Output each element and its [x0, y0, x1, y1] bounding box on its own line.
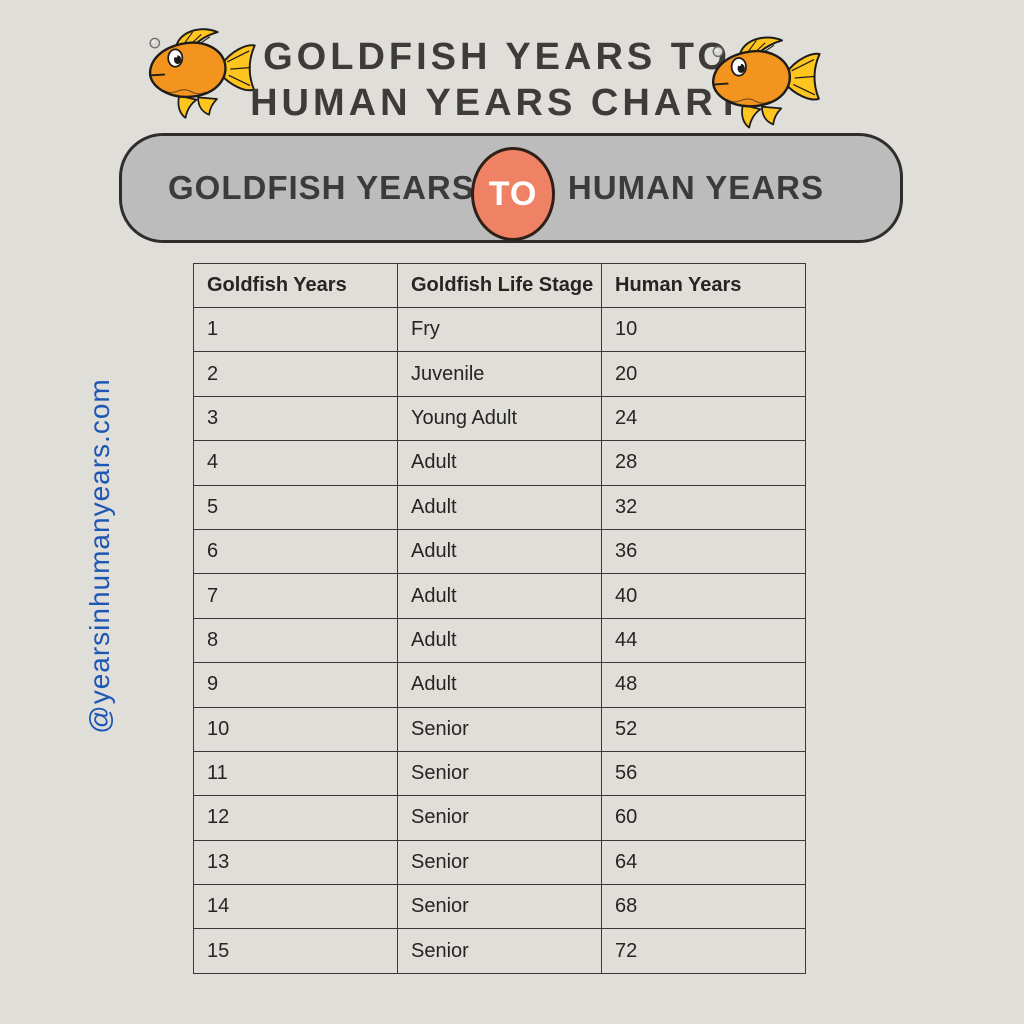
- table-row: 3 Young Adult 24: [193, 395, 806, 442]
- table-row: 4 Adult 28: [193, 440, 806, 486]
- table-cell: Adult: [397, 617, 602, 664]
- table-row: 14 Senior 68: [193, 884, 806, 930]
- to-badge: TO: [471, 147, 555, 241]
- table-cell: Adult: [397, 484, 602, 530]
- table-cell: 7: [193, 573, 398, 619]
- table-cell: 24: [601, 395, 806, 442]
- table-row: 9 Adult 48: [193, 662, 806, 708]
- table-cell: 12: [193, 795, 398, 841]
- table-cell: 60: [601, 795, 806, 841]
- table-cell: 5: [193, 484, 398, 530]
- table-cell: Fry: [397, 306, 602, 353]
- table-header: Goldfish Years Goldfish Life Stage Human Y…: [193, 263, 806, 308]
- table-cell: 72: [601, 928, 806, 974]
- table-header-row: Goldfish Years Goldfish Life Stage Human Y…: [193, 263, 806, 308]
- table-row: 6 Adult 36: [193, 528, 806, 575]
- banner-left-label: GOLDFISH YEARS: [168, 169, 475, 206]
- table-cell: 56: [601, 750, 806, 797]
- goldfish-icon: [711, 36, 821, 129]
- column-header: Goldfish Life Stage: [397, 263, 602, 308]
- table-cell: Adult: [397, 528, 602, 575]
- table-cell: 8: [193, 617, 398, 664]
- title-line-2: HUMAN YEARS CHART: [250, 82, 744, 124]
- table-cell: 3: [193, 395, 398, 442]
- table-cell: Senior: [397, 928, 602, 974]
- watermark-handle: @yearsinhumanyears.com: [84, 378, 115, 734]
- table-row: 10 Senior 52: [193, 706, 806, 752]
- table-cell: 10: [193, 706, 398, 752]
- table-row: 13 Senior 64: [193, 839, 806, 886]
- table-cell: 1: [193, 306, 398, 353]
- table-row: 5 Adult 32: [193, 484, 806, 530]
- table-cell: 15: [193, 928, 398, 974]
- conversion-table: Goldfish Years Goldfish Life Stage Human Y…: [193, 263, 806, 974]
- table-cell: Senior: [397, 839, 602, 886]
- table-cell: Adult: [397, 662, 602, 708]
- table-cell: 11: [193, 750, 398, 797]
- table-cell: 4: [193, 440, 398, 486]
- table-cell: 52: [601, 706, 806, 752]
- table-cell: Adult: [397, 440, 602, 486]
- table-cell: 28: [601, 440, 806, 486]
- table-cell: 40: [601, 573, 806, 619]
- table-row: 1 Fry 10: [193, 306, 806, 353]
- goldfish-icon: [148, 28, 256, 119]
- table-cell: Senior: [397, 706, 602, 752]
- table-cell: 6: [193, 528, 398, 575]
- table-cell: 2: [193, 351, 398, 397]
- table-cell: 44: [601, 617, 806, 664]
- table-cell: 68: [601, 884, 806, 930]
- table-cell: 10: [601, 306, 806, 353]
- table-row: 12 Senior 60: [193, 795, 806, 841]
- table-cell: Young Adult: [397, 395, 602, 442]
- table-cell: 20: [601, 351, 806, 397]
- table-row: 15 Senior 72: [193, 928, 806, 974]
- table-cell: Senior: [397, 884, 602, 930]
- table-row: 11 Senior 56: [193, 750, 806, 797]
- column-header: Human Years: [601, 263, 806, 308]
- title-line-1: GOLDFISH YEARS TO: [263, 36, 731, 78]
- table-cell: 32: [601, 484, 806, 530]
- table-row: 8 Adult 44: [193, 617, 806, 664]
- table-row: 2 Juvenile 20: [193, 351, 806, 397]
- table-cell: Juvenile: [397, 351, 602, 397]
- table-cell: Adult: [397, 573, 602, 619]
- table-cell: 48: [601, 662, 806, 708]
- table-cell: Senior: [397, 750, 602, 797]
- table-cell: 64: [601, 839, 806, 886]
- table-cell: 9: [193, 662, 398, 708]
- table-cell: 36: [601, 528, 806, 575]
- page-title: GOLDFISH YEARS TO HUMAN YEARS CHART: [250, 34, 744, 126]
- table-cell: Senior: [397, 795, 602, 841]
- table-cell: 14: [193, 884, 398, 930]
- table-row: 7 Adult 40: [193, 573, 806, 619]
- table-cell: 13: [193, 839, 398, 886]
- banner-right-label: HUMAN YEARS: [567, 169, 824, 206]
- to-badge-label: TO: [488, 174, 538, 213]
- table-body: 1 Fry 10 2 Juvenile 20 3 Young Adult 24 4 Adult 28 5…: [193, 306, 806, 974]
- column-header: Goldfish Years: [193, 263, 398, 308]
